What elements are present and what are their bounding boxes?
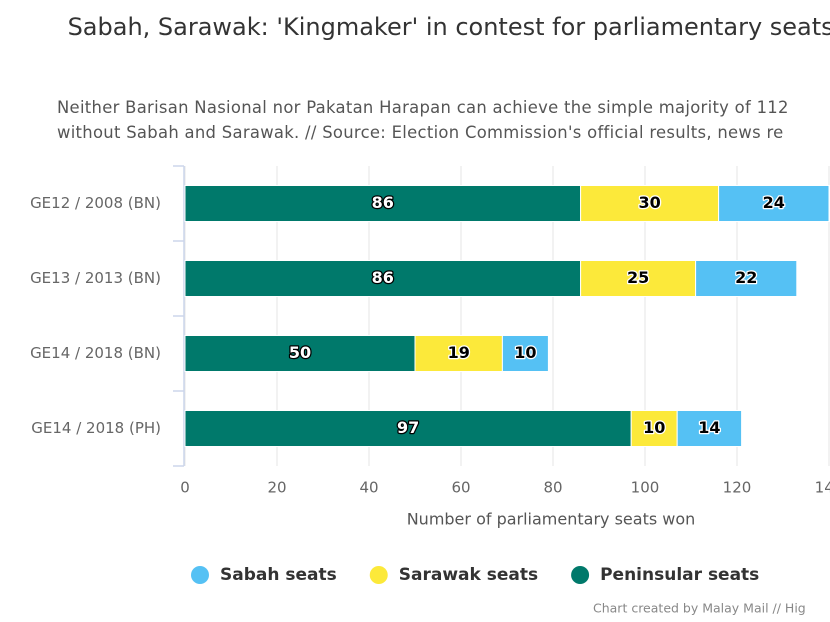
data-label: 30 [638,193,660,212]
legend-label: Sabah seats [220,565,337,585]
x-tick-label: 40 [359,479,378,497]
bar-segment [184,410,632,447]
legend-label: Sarawak seats [399,565,538,585]
data-label: 86 [372,268,394,287]
y-tick-label: GE12 / 2008 (BN) [30,194,161,212]
x-tick-label: 60 [451,479,470,497]
chart-title: Sabah, Sarawak: 'Kingmaker' in contest f… [67,13,830,41]
x-tick-label: 80 [543,479,562,497]
data-label: 24 [763,193,785,212]
legend-marker [369,566,388,584]
data-label: 14 [698,418,720,437]
y-tick-label: GE14 / 2018 (PH) [31,419,161,437]
bar-segment [695,260,798,297]
x-tick-label: 20 [267,479,286,497]
credits: Chart created by Malay Mail // Hig [593,601,806,616]
bar-segment [630,410,678,447]
legend-marker [571,566,590,584]
bar-segment [718,185,830,222]
data-label: 22 [735,268,757,287]
y-tick-label: GE14 / 2018 (BN) [30,344,161,362]
x-tick-label: 140 [815,479,830,497]
data-label: 10 [514,343,536,362]
data-label: 25 [627,268,649,287]
bar-segment [414,335,503,372]
legend-marker [191,566,209,584]
data-label: 19 [448,343,470,362]
legend-label: Peninsular seats [600,565,759,585]
x-tick-label: 100 [631,479,660,497]
data-label: 50 [289,343,311,362]
bar-segment [501,335,549,372]
y-tick-label: GE13 / 2013 (BN) [30,269,161,287]
data-label: 97 [397,418,419,437]
x-tick-label: 0 [180,479,190,497]
bar-segment [184,335,416,372]
chart-subtitle: Neither Barisan Nasional nor Pakatan Har… [57,98,789,142]
x-tick-label: 120 [723,479,752,497]
data-label: 10 [643,418,665,437]
data-label: 86 [372,193,394,212]
bar-segment [676,410,743,447]
x-axis-title: Number of parliamentary seats won [407,510,696,529]
